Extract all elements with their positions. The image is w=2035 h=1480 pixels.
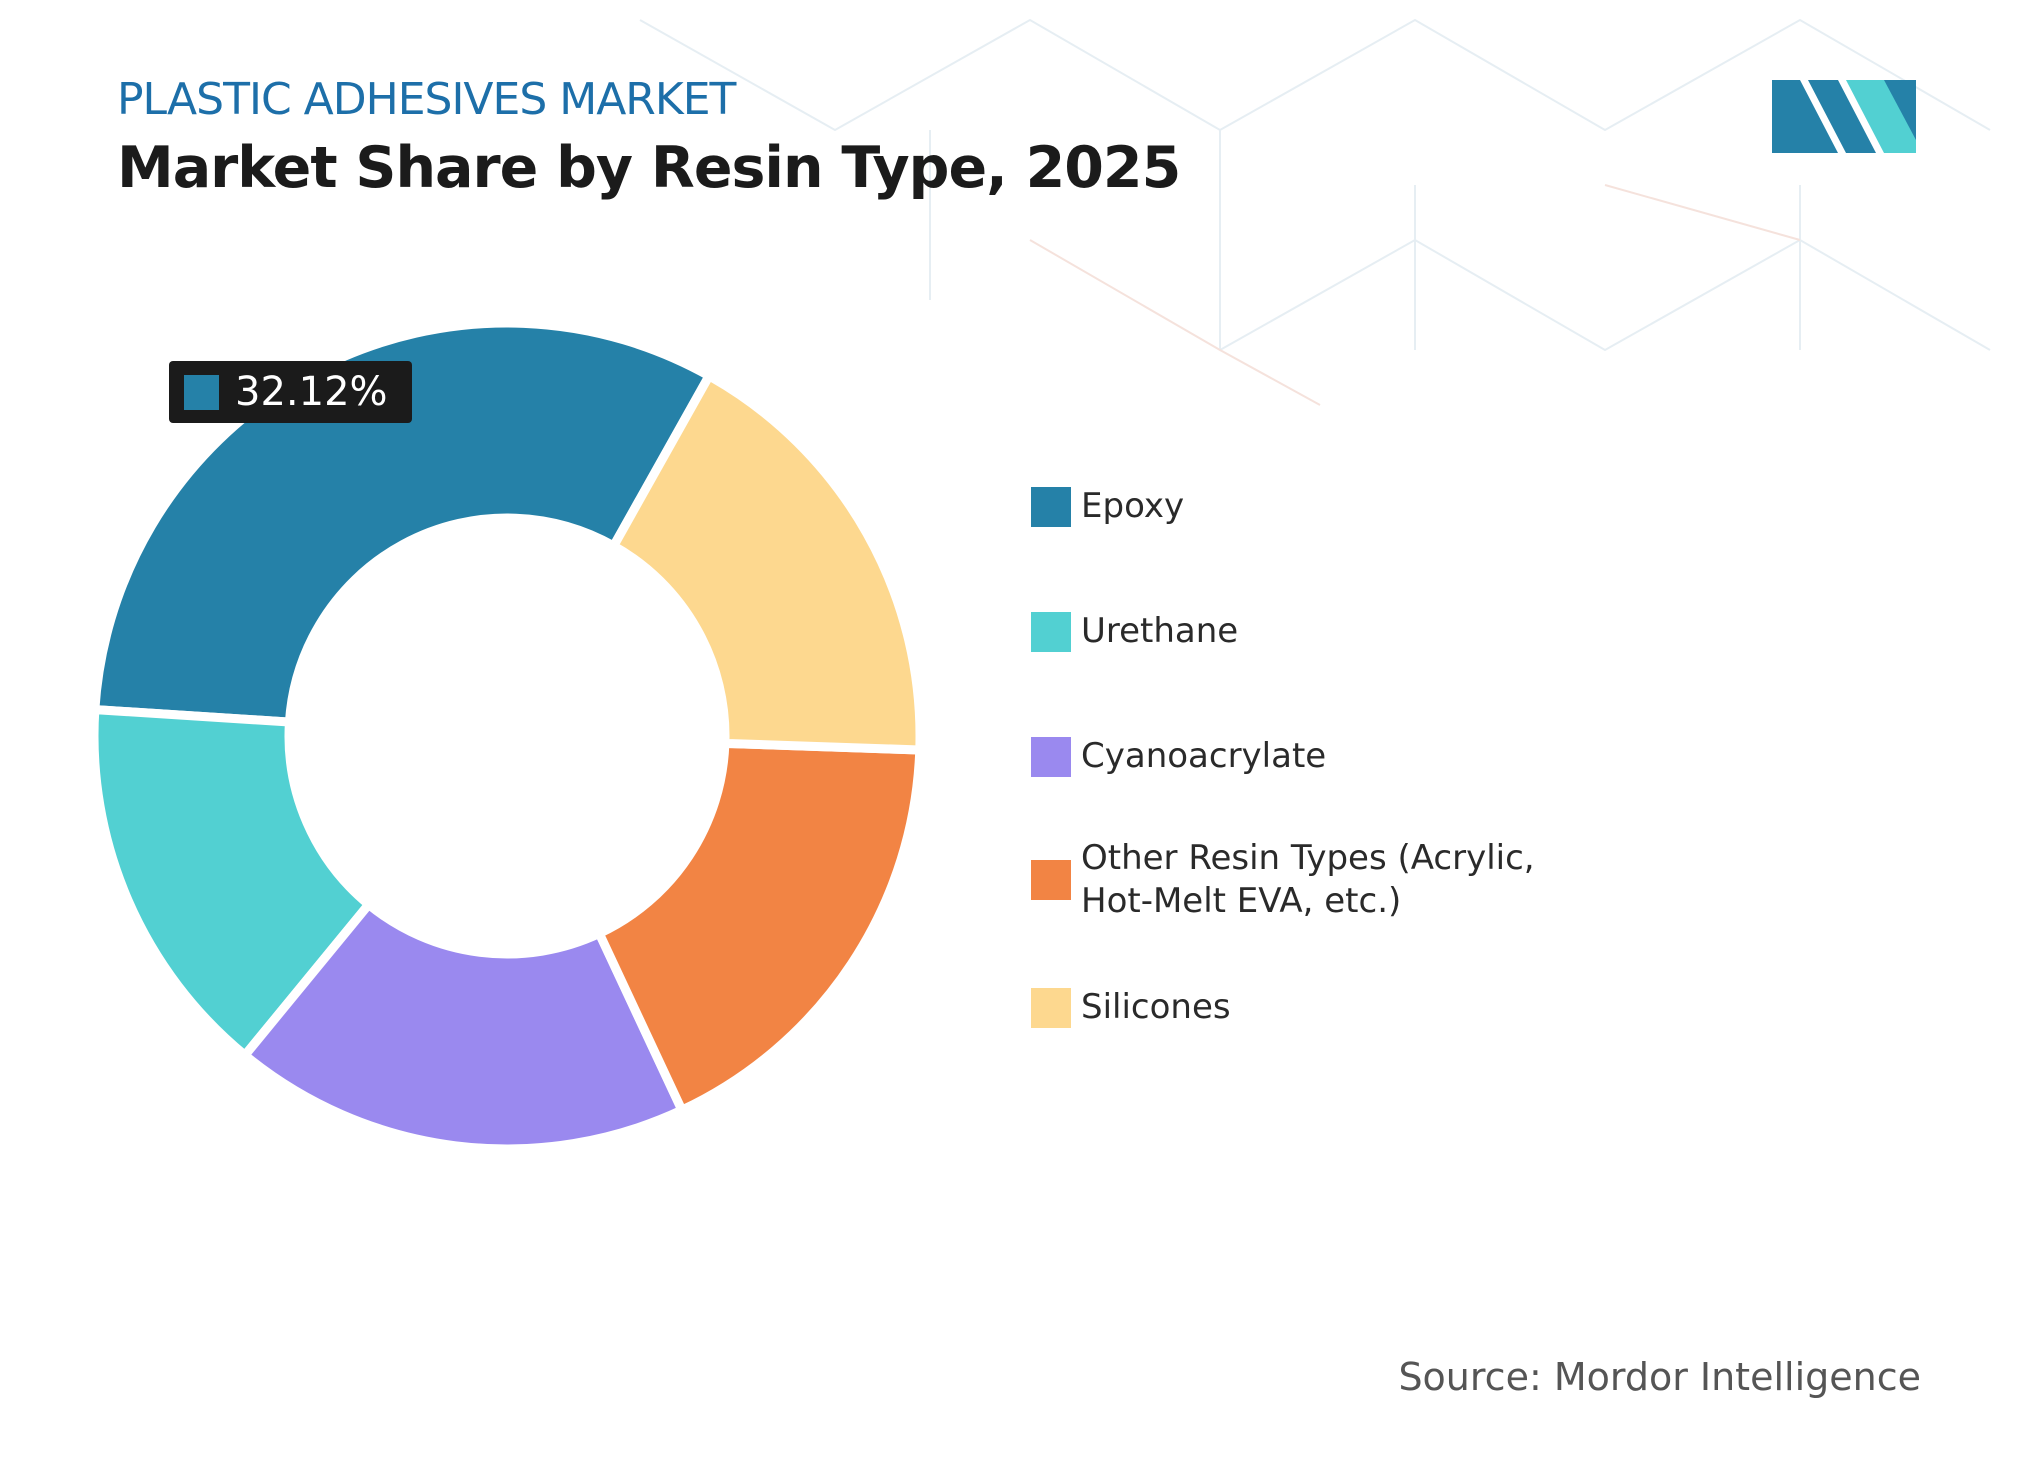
legend-item: Urethane [1031,610,1601,653]
value-label-swatch [184,374,219,410]
donut-segment [607,369,925,755]
logo [1772,80,1916,153]
legend-swatch [1031,486,1071,527]
donut-segment [238,898,688,1154]
legend-label: Cyanoacrylate [1081,736,1327,776]
legend-label: Urethane [1081,611,1239,651]
value-label: 32.12% [235,369,388,415]
source: Source: Mordor Intelligence [1398,1355,1921,1399]
legend-item: Other Resin Types (Acrylic, Hot-Melt EVA… [1031,837,1601,923]
legend-label: Silicones [1081,987,1231,1027]
value-label-box: 32.12% [169,361,412,423]
legend-item: Cyanoacrylate [1031,735,1601,778]
subtitle: PLASTIC ADHESIVES MARKET [117,74,736,125]
legend-swatch [1031,611,1071,652]
legend-swatch [1031,987,1071,1028]
legend-swatch [1031,736,1071,777]
donut-segment [89,704,376,1062]
title: Market Share by Resin Type, 2025 [117,135,1181,201]
legend-item: Silicones [1031,986,1601,1029]
legend-item: Epoxy [1031,485,1601,528]
donut-segment [593,738,925,1117]
legend-label: Epoxy [1081,486,1185,526]
legend-label: Other Resin Types (Acrylic, Hot-Melt EVA… [1081,838,1535,921]
legend-swatch [1031,860,1071,900]
background-pattern [639,18,1991,406]
donut [89,318,925,1154]
